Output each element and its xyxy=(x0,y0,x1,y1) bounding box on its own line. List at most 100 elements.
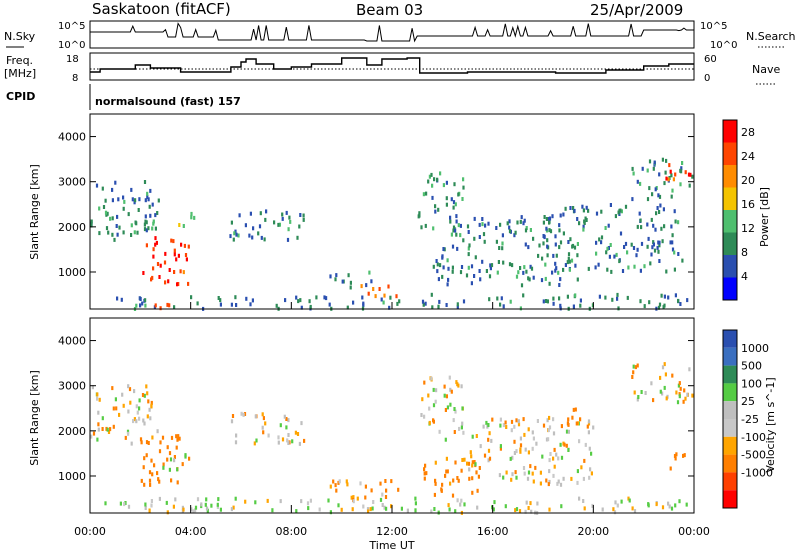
heatmap-cell xyxy=(446,258,449,263)
heatmap-cell xyxy=(658,194,662,199)
heatmap-cell xyxy=(90,223,93,228)
heatmap-cell xyxy=(98,397,101,402)
heatmap-cell xyxy=(437,277,440,282)
heatmap-cell xyxy=(414,496,417,501)
power-y-label: Slant Range [km] xyxy=(28,164,41,260)
heatmap-cell xyxy=(657,305,661,310)
heatmap-cell xyxy=(315,295,318,300)
heatmap-cell xyxy=(462,430,465,435)
heatmap-cell xyxy=(130,441,133,446)
heatmap-cell xyxy=(318,507,321,512)
heatmap-cell xyxy=(652,398,655,403)
heatmap-cell xyxy=(423,414,426,419)
heatmap-cell xyxy=(145,440,149,445)
power-heatmap-cells xyxy=(90,157,694,311)
heatmap-cell xyxy=(115,406,118,411)
heatmap-cell xyxy=(144,214,147,219)
heatmap-cell xyxy=(487,437,490,442)
heatmap-cell xyxy=(631,375,634,379)
heatmap-cell xyxy=(383,505,386,510)
heatmap-cell xyxy=(121,392,124,397)
heatmap-cell xyxy=(418,211,421,216)
heatmap-cell xyxy=(237,233,240,238)
heatmap-cell xyxy=(427,393,430,398)
heatmap-cell xyxy=(647,502,650,507)
heatmap-cell xyxy=(678,392,681,397)
heatmap-cell xyxy=(536,501,539,506)
heatmap-cell xyxy=(546,253,549,258)
heatmap-cell xyxy=(360,284,363,289)
velocity-colorbar-band xyxy=(723,401,737,419)
heatmap-cell xyxy=(471,490,474,495)
heatmap-cell xyxy=(234,496,237,501)
heatmap-cell xyxy=(104,501,107,506)
heatmap-cell xyxy=(462,185,465,190)
heatmap-cell xyxy=(371,506,374,511)
heatmap-cell xyxy=(513,451,516,455)
heatmap-cell xyxy=(579,298,582,303)
heatmap-cell xyxy=(539,470,542,475)
heatmap-cell xyxy=(478,466,481,470)
heatmap-cell xyxy=(554,234,557,239)
heatmap-cell xyxy=(471,476,474,481)
heatmap-cell xyxy=(487,448,491,453)
heatmap-cell xyxy=(432,418,435,423)
heatmap-cell xyxy=(510,477,513,482)
heatmap-cell xyxy=(366,507,370,512)
heatmap-cell xyxy=(532,275,535,280)
heatmap-cell xyxy=(446,282,449,287)
heatmap-cell xyxy=(135,221,138,226)
freq-tick-top: 18 xyxy=(66,54,79,65)
heatmap-cell xyxy=(351,507,354,512)
heatmap-cell xyxy=(455,214,458,219)
y-tick-label: 4000 xyxy=(58,131,86,144)
heatmap-cell xyxy=(478,222,481,227)
heatmap-cell xyxy=(660,293,663,298)
heatmap-cell xyxy=(661,391,664,396)
heatmap-cell xyxy=(499,444,502,449)
heatmap-cell xyxy=(111,216,114,221)
heatmap-cell xyxy=(466,224,470,229)
heatmap-cell xyxy=(194,508,197,513)
heatmap-cell xyxy=(576,217,579,221)
velocity-panel-frame xyxy=(89,317,695,514)
heatmap-cell xyxy=(149,482,152,487)
heatmap-cell xyxy=(584,216,587,221)
heatmap-cell xyxy=(517,270,520,275)
heatmap-cell xyxy=(184,253,188,257)
nsearch-tick-bottom: 10^0 xyxy=(710,40,737,51)
heatmap-cell xyxy=(663,181,666,186)
heatmap-cell xyxy=(447,266,450,271)
x-tick-label: 00:00 xyxy=(74,525,106,538)
velocity-colorbar-tick: 1000 xyxy=(741,342,769,355)
heatmap-cell xyxy=(627,496,630,501)
heatmap-cell xyxy=(432,387,435,392)
heatmap-cell xyxy=(617,306,620,311)
heatmap-cell xyxy=(558,228,561,233)
heatmap-cell xyxy=(559,240,563,245)
heatmap-cell xyxy=(145,243,148,248)
heatmap-cell xyxy=(438,299,441,304)
heatmap-cell xyxy=(434,209,437,214)
heatmap-cell xyxy=(538,243,541,248)
heatmap-cell xyxy=(628,498,631,503)
heatmap-cell xyxy=(650,217,653,222)
heatmap-cell xyxy=(471,460,474,465)
heatmap-cell xyxy=(170,478,173,483)
heatmap-cell xyxy=(632,370,635,375)
heatmap-cell xyxy=(653,248,657,253)
heatmap-cell xyxy=(428,174,431,179)
heatmap-cell xyxy=(302,213,305,218)
heatmap-cell xyxy=(632,364,635,369)
heatmap-cell xyxy=(327,498,330,503)
power-colorbar-band xyxy=(723,120,737,143)
heatmap-cell xyxy=(96,437,99,442)
nave-tick-top: 60 xyxy=(704,54,717,65)
heatmap-cell xyxy=(334,277,337,282)
heatmap-cell xyxy=(527,450,530,455)
heatmap-cell xyxy=(388,305,391,310)
heatmap-cell xyxy=(594,265,597,270)
heatmap-cell xyxy=(609,203,612,207)
velocity-colorbar-tick: 500 xyxy=(741,360,762,373)
heatmap-cell xyxy=(248,233,251,238)
